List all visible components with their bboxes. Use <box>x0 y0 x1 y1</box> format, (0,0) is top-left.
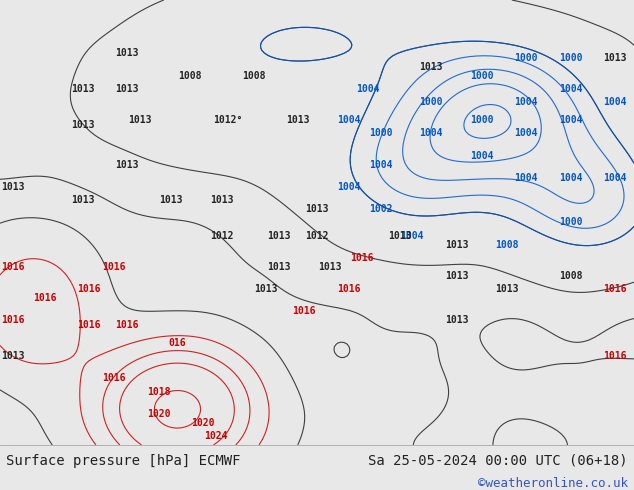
Text: 1004: 1004 <box>356 84 380 94</box>
Text: 1000: 1000 <box>419 98 443 107</box>
Text: 1004: 1004 <box>603 98 627 107</box>
Text: 1000: 1000 <box>470 115 494 125</box>
Text: 1016: 1016 <box>102 373 126 383</box>
Text: 1016: 1016 <box>292 306 316 317</box>
Text: 1013: 1013 <box>387 231 411 241</box>
Text: 1004: 1004 <box>514 98 538 107</box>
Text: 1013: 1013 <box>115 160 139 170</box>
Text: 1013: 1013 <box>159 195 183 205</box>
Text: ©weatheronline.co.uk: ©weatheronline.co.uk <box>477 477 628 490</box>
Text: 1013: 1013 <box>419 62 443 72</box>
Text: 1016: 1016 <box>77 284 101 294</box>
Text: 1013: 1013 <box>127 115 152 125</box>
Text: 1016: 1016 <box>102 262 126 272</box>
Text: 1004: 1004 <box>559 173 583 183</box>
Text: 1004: 1004 <box>470 151 494 161</box>
Text: 1013: 1013 <box>70 195 94 205</box>
Text: 1013: 1013 <box>115 49 139 58</box>
Text: 016: 016 <box>169 338 186 347</box>
Text: 1013: 1013 <box>495 284 519 294</box>
Text: 1002: 1002 <box>368 204 392 214</box>
Text: 1000: 1000 <box>559 53 583 63</box>
Text: Surface pressure [hPa] ECMWF: Surface pressure [hPa] ECMWF <box>6 454 241 467</box>
Text: 1012°: 1012° <box>214 115 243 125</box>
Text: 1016: 1016 <box>1 262 25 272</box>
Text: 1000: 1000 <box>514 53 538 63</box>
Text: 1016: 1016 <box>1 316 25 325</box>
Text: 1013: 1013 <box>444 240 469 250</box>
Text: 1012: 1012 <box>305 231 329 241</box>
Text: 1004: 1004 <box>559 115 583 125</box>
Text: 1013: 1013 <box>444 316 469 325</box>
Text: 1013: 1013 <box>444 271 469 281</box>
Text: 1004: 1004 <box>337 115 361 125</box>
Text: 1020: 1020 <box>191 417 215 428</box>
Text: 1016: 1016 <box>77 320 101 330</box>
Text: 1013: 1013 <box>305 204 329 214</box>
Text: 1013: 1013 <box>70 120 94 129</box>
Text: 1016: 1016 <box>115 320 139 330</box>
Text: 1004: 1004 <box>419 128 443 139</box>
Text: 1000: 1000 <box>559 218 583 227</box>
Text: 1008: 1008 <box>495 240 519 250</box>
Text: 1013: 1013 <box>1 182 25 192</box>
Text: Sa 25-05-2024 00:00 UTC (06+18): Sa 25-05-2024 00:00 UTC (06+18) <box>368 454 628 467</box>
Text: 1012: 1012 <box>210 231 234 241</box>
Text: 1016: 1016 <box>349 253 373 263</box>
Text: 1013: 1013 <box>1 351 25 361</box>
Text: 1000: 1000 <box>470 71 494 81</box>
Text: 1000: 1000 <box>368 128 392 139</box>
Text: 1020: 1020 <box>146 409 171 419</box>
Text: 1004: 1004 <box>559 84 583 94</box>
Text: 1008: 1008 <box>242 71 266 81</box>
Text: 1016: 1016 <box>337 284 361 294</box>
Text: 1016: 1016 <box>603 351 627 361</box>
Text: 1004: 1004 <box>368 160 392 170</box>
Text: 1024: 1024 <box>204 431 228 441</box>
Text: 1013: 1013 <box>318 262 342 272</box>
Text: 1016: 1016 <box>32 293 56 303</box>
Text: 1008: 1008 <box>559 271 583 281</box>
Text: 1013: 1013 <box>254 284 278 294</box>
Text: 1013: 1013 <box>210 195 234 205</box>
Text: 1008: 1008 <box>178 71 202 81</box>
Text: 1013: 1013 <box>286 115 310 125</box>
Text: 1013: 1013 <box>70 84 94 94</box>
Text: 1004: 1004 <box>337 182 361 192</box>
Text: 1013: 1013 <box>267 231 291 241</box>
Text: 1013: 1013 <box>603 53 627 63</box>
Text: 1018: 1018 <box>146 387 171 396</box>
Text: 1016: 1016 <box>603 284 627 294</box>
Text: 1004: 1004 <box>603 173 627 183</box>
Text: 1013: 1013 <box>115 84 139 94</box>
Text: 1004: 1004 <box>514 173 538 183</box>
Text: 1004: 1004 <box>514 128 538 139</box>
Text: 1013: 1013 <box>267 262 291 272</box>
Text: 1004: 1004 <box>400 231 424 241</box>
